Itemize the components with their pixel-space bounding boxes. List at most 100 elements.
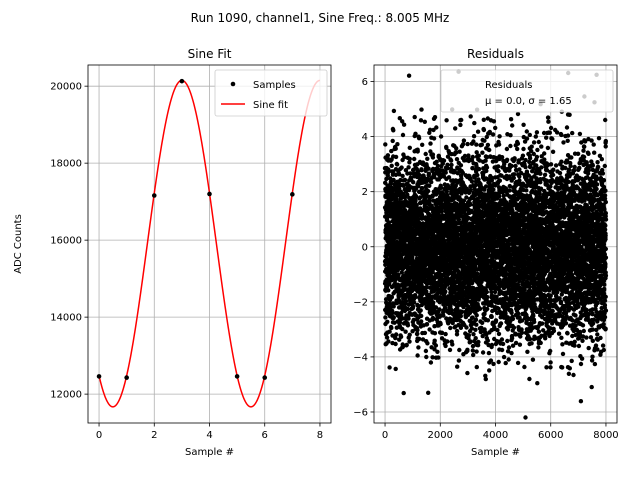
residual-point — [432, 115, 438, 120]
residual-point — [470, 154, 475, 160]
residual-point — [464, 195, 469, 200]
residual-point — [457, 347, 462, 353]
residual-point — [384, 335, 390, 340]
residual-point — [470, 343, 476, 349]
residual-point — [447, 347, 453, 353]
residual-point — [468, 202, 473, 207]
residual-point — [471, 139, 476, 144]
residual-point — [410, 304, 416, 309]
residual-point — [432, 338, 437, 343]
residual-point — [417, 336, 422, 342]
residual-point — [482, 187, 487, 192]
residual-point — [474, 150, 479, 155]
residual-point — [390, 138, 395, 144]
residual-point — [429, 179, 434, 185]
residual-point — [393, 366, 398, 372]
residual-point — [438, 321, 443, 327]
residual-point — [469, 208, 474, 214]
residual-point — [419, 319, 424, 324]
residual-point — [404, 342, 409, 348]
residual-point — [487, 147, 492, 153]
residual-point — [427, 285, 433, 290]
residual-point — [480, 150, 485, 155]
residual-point — [386, 288, 391, 293]
residual-point — [491, 361, 496, 367]
residual-point — [407, 332, 412, 337]
residual-point — [412, 156, 417, 162]
residual-point — [398, 334, 404, 339]
residual-point — [478, 329, 484, 334]
y-tick-label: 12000 — [50, 390, 82, 401]
residual-point — [433, 305, 439, 310]
residual-point — [471, 332, 476, 337]
residual-point — [424, 322, 430, 327]
residual-point — [504, 146, 510, 152]
residual-point — [460, 142, 466, 147]
residual-point — [383, 315, 388, 320]
x-tick-label: 8000 — [593, 430, 618, 441]
residual-point — [441, 158, 447, 163]
residual-point — [430, 270, 435, 275]
residual-point — [424, 354, 429, 360]
residual-point — [474, 169, 479, 174]
residual-point — [406, 316, 411, 321]
y-tick-label: −6 — [353, 407, 368, 418]
residual-point — [403, 329, 408, 334]
residual-point — [455, 232, 460, 238]
residual-point — [499, 347, 505, 353]
residual-point — [475, 343, 481, 348]
residual-point — [412, 114, 417, 120]
residual-point — [387, 301, 392, 306]
residual-point — [400, 326, 405, 332]
residual-point — [415, 212, 421, 217]
residual-point — [408, 171, 413, 176]
residual-point — [430, 193, 435, 199]
residual-point — [456, 217, 462, 222]
residual-point — [468, 114, 473, 119]
residual-point — [479, 325, 484, 330]
residual-point — [443, 170, 448, 175]
axes-frame — [87, 64, 332, 424]
residual-point — [483, 158, 488, 163]
residual-point — [444, 189, 449, 194]
residual-point — [497, 194, 502, 199]
residual-point — [428, 141, 433, 146]
residual-point — [431, 136, 437, 141]
residual-point — [431, 127, 436, 133]
residual-point — [430, 355, 435, 360]
residual-point — [393, 341, 398, 347]
residual-point — [477, 158, 482, 163]
residual-point — [491, 187, 496, 192]
residual-point — [454, 150, 459, 155]
residual-point — [481, 127, 487, 133]
residual-point — [397, 172, 402, 177]
residual-point — [465, 347, 470, 352]
residual-point — [485, 338, 490, 343]
residual-point — [474, 164, 479, 169]
residual-point — [474, 349, 479, 354]
residual-point — [503, 360, 508, 366]
residual-point — [403, 168, 409, 173]
residual-point — [500, 341, 506, 347]
residual-point — [471, 134, 477, 139]
residual-point — [414, 203, 419, 208]
residual-point — [407, 156, 412, 162]
residual-point — [479, 142, 484, 147]
residual-point — [496, 359, 501, 365]
residual-point — [426, 390, 431, 395]
residual-point — [465, 370, 470, 376]
residual-point — [472, 263, 478, 268]
residual-point — [449, 162, 454, 168]
residual-point — [475, 172, 480, 178]
residual-point — [496, 168, 501, 174]
residual-point — [505, 315, 510, 320]
residual-point — [428, 360, 434, 365]
residual-point — [445, 166, 450, 171]
residual-point — [443, 343, 448, 349]
residual-point — [496, 142, 502, 147]
residual-point — [420, 142, 425, 147]
residual-point — [456, 358, 462, 363]
residual-point — [437, 307, 442, 312]
residual-point — [442, 305, 448, 310]
